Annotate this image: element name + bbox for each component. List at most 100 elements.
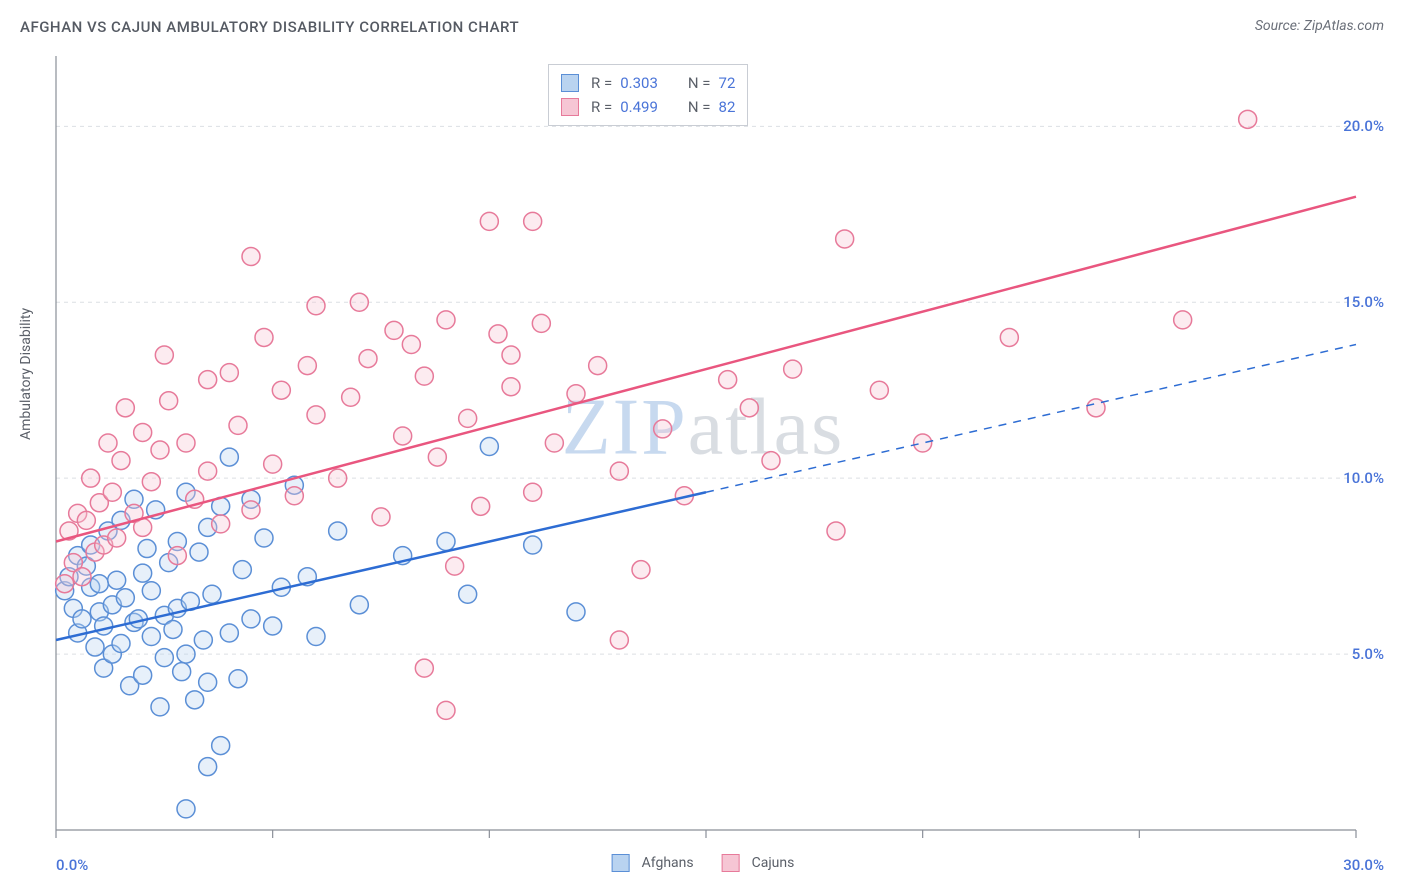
data-point xyxy=(428,448,446,466)
data-point xyxy=(73,610,91,628)
data-point xyxy=(177,800,195,818)
data-point xyxy=(446,557,464,575)
data-point xyxy=(134,423,152,441)
y-tick-label: 15.0% xyxy=(1343,293,1384,311)
data-point xyxy=(151,698,169,716)
data-point xyxy=(329,469,347,487)
data-point xyxy=(212,737,230,755)
data-point xyxy=(160,392,178,410)
data-point xyxy=(82,469,100,487)
data-point xyxy=(459,409,477,427)
data-point xyxy=(654,420,672,438)
data-point xyxy=(719,371,737,389)
data-point xyxy=(385,321,403,339)
data-point xyxy=(610,631,628,649)
trend-line-dashed xyxy=(706,344,1356,492)
data-point xyxy=(108,571,126,589)
data-point xyxy=(532,314,550,332)
data-point xyxy=(567,603,585,621)
legend-swatch xyxy=(561,98,579,116)
data-point xyxy=(402,335,420,353)
data-point xyxy=(437,701,455,719)
data-point xyxy=(155,346,173,364)
data-point xyxy=(151,441,169,459)
n-label: N = xyxy=(688,95,711,119)
data-point xyxy=(342,388,360,406)
data-point xyxy=(229,670,247,688)
y-tick-label: 5.0% xyxy=(1352,645,1384,663)
data-point xyxy=(164,620,182,638)
data-point xyxy=(73,568,91,586)
n-value: 72 xyxy=(719,71,736,95)
data-point xyxy=(480,438,498,456)
data-point xyxy=(329,522,347,540)
series-legend: Afghans Cajuns xyxy=(612,854,795,872)
data-point xyxy=(242,610,260,628)
data-point xyxy=(394,427,412,445)
data-point xyxy=(307,297,325,315)
data-point xyxy=(177,434,195,452)
r-label: R = xyxy=(591,95,612,119)
data-point xyxy=(177,645,195,663)
r-value: 0.303 xyxy=(620,71,658,95)
legend-label: Afghans xyxy=(642,855,694,871)
legend-label: Cajuns xyxy=(752,855,795,871)
data-point xyxy=(199,758,217,776)
data-point xyxy=(86,638,104,656)
data-point xyxy=(90,575,108,593)
stats-legend-box: R =0.303N =72R =0.499N =82 xyxy=(548,64,748,126)
data-point xyxy=(112,452,130,470)
x-axis-max-label: 30.0% xyxy=(1343,856,1384,874)
data-point xyxy=(359,350,377,368)
data-point xyxy=(186,691,204,709)
data-point xyxy=(77,511,95,529)
data-point xyxy=(480,212,498,230)
data-point xyxy=(103,483,121,501)
data-point xyxy=(524,212,542,230)
data-point xyxy=(134,564,152,582)
y-tick-label: 20.0% xyxy=(1343,117,1384,135)
data-point xyxy=(524,536,542,554)
data-point xyxy=(116,589,134,607)
data-point xyxy=(194,631,212,649)
r-label: R = xyxy=(591,71,612,95)
data-point xyxy=(138,540,156,558)
data-point xyxy=(255,328,273,346)
data-point xyxy=(264,455,282,473)
data-point xyxy=(298,357,316,375)
data-point xyxy=(610,462,628,480)
x-axis-min-label: 0.0% xyxy=(56,856,88,874)
data-point xyxy=(56,575,74,593)
data-point xyxy=(112,635,130,653)
data-point xyxy=(784,360,802,378)
data-point xyxy=(1174,311,1192,329)
data-point xyxy=(459,585,477,603)
scatter-plot xyxy=(0,0,1406,892)
data-point xyxy=(502,378,520,396)
data-point xyxy=(632,561,650,579)
chart-container: AFGHAN VS CAJUN AMBULATORY DISABILITY CO… xyxy=(0,0,1406,892)
y-tick-label: 10.0% xyxy=(1343,469,1384,487)
data-point xyxy=(108,529,126,547)
data-point xyxy=(307,406,325,424)
data-point xyxy=(168,547,186,565)
data-point xyxy=(134,666,152,684)
data-point xyxy=(545,434,563,452)
data-point xyxy=(173,663,191,681)
data-point xyxy=(142,473,160,491)
data-point xyxy=(199,371,217,389)
data-point xyxy=(229,416,247,434)
data-point xyxy=(437,311,455,329)
data-point xyxy=(415,367,433,385)
data-point xyxy=(415,659,433,677)
data-point xyxy=(264,617,282,635)
legend-swatch xyxy=(561,74,579,92)
data-point xyxy=(350,596,368,614)
data-point xyxy=(220,624,238,642)
legend-item: Afghans xyxy=(612,854,694,872)
data-point xyxy=(220,448,238,466)
data-point xyxy=(272,381,290,399)
data-point xyxy=(242,248,260,266)
data-point xyxy=(836,230,854,248)
n-label: N = xyxy=(688,71,711,95)
